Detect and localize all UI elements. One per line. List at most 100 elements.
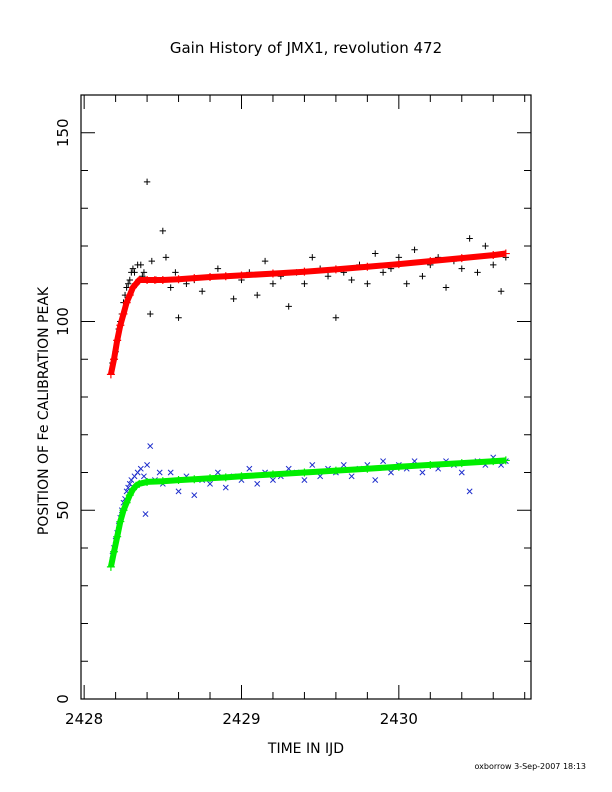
x-tick-label: 2429: [222, 710, 260, 728]
data-point: [191, 492, 198, 499]
data-point: [129, 265, 137, 272]
data-point: [309, 461, 316, 468]
fit-marker: [394, 462, 403, 471]
axis-tick-labels: 0 50 100 150 2428 2429 2430: [54, 118, 418, 728]
fit-marker: [135, 479, 144, 488]
data-point: [442, 284, 450, 291]
fit-marker: [331, 466, 340, 475]
data-point: [301, 477, 308, 484]
data-point: [270, 477, 276, 484]
data-point: [143, 178, 151, 186]
data-point: [254, 291, 261, 299]
data-point: [246, 465, 253, 472]
fit-marker: [143, 275, 152, 284]
data-point: [125, 280, 132, 287]
fit-marker: [125, 291, 134, 300]
data-point: [285, 303, 292, 310]
data-point: [458, 265, 465, 272]
data-point: [466, 235, 473, 242]
data-point: [159, 227, 167, 235]
plot-frame: [80, 94, 532, 700]
data-point: [175, 314, 182, 321]
data-point: [148, 257, 156, 265]
data-point: [198, 288, 206, 295]
data-point: [144, 461, 151, 468]
data-point: [372, 250, 379, 257]
chart-marks: [106, 178, 510, 571]
data-point: [126, 276, 133, 284]
series-1: [109, 443, 509, 559]
fit-marker: [221, 272, 230, 281]
fit-marker: [268, 269, 277, 278]
fit-marker: [268, 470, 277, 479]
data-point: [388, 469, 394, 476]
data-point: [261, 257, 269, 265]
fit-marker: [190, 475, 199, 484]
data-point: [364, 280, 371, 287]
data-point: [474, 269, 481, 276]
data-point: [131, 269, 138, 276]
fit-marker: [113, 336, 122, 345]
data-point: [497, 288, 505, 295]
y-tick-label: 150: [54, 118, 72, 147]
fit-marker: [501, 249, 510, 258]
fit-marker: [489, 251, 498, 260]
data-point: [324, 273, 332, 280]
x-tick-label: 2430: [380, 710, 418, 728]
y-tick-label: 0: [54, 694, 72, 704]
fit-marker: [122, 298, 131, 307]
data-point: [172, 269, 179, 276]
fit-marker: [457, 254, 466, 263]
fit-marker: [106, 562, 115, 571]
fit-marker: [190, 274, 199, 283]
chart-title: Gain History of JMX1, revolution 472: [170, 39, 442, 57]
data-point: [137, 261, 144, 269]
data-point: [156, 469, 163, 476]
fit-marker: [221, 473, 230, 482]
fit-marker: [135, 275, 144, 284]
fit-marker: [237, 271, 246, 280]
data-point: [147, 443, 154, 450]
data-point: [403, 280, 410, 287]
y-tick-label: 50: [54, 501, 72, 520]
fit-marker: [501, 456, 510, 465]
fit-marker: [150, 275, 159, 284]
fit-marker: [110, 355, 119, 364]
data-point: [395, 254, 403, 261]
data-point: [458, 469, 465, 476]
y-axis-label: POSITION OF Fe CALIBRATION PEAK: [36, 286, 52, 535]
data-point: [372, 477, 379, 484]
x-axis-label: TIME IN IJD: [267, 741, 344, 757]
data-point: [301, 280, 308, 287]
data-point: [167, 284, 174, 291]
fit-marker: [426, 257, 435, 266]
axis-ticks: [81, 94, 531, 700]
fit-marker: [119, 309, 128, 318]
fit-marker: [110, 547, 119, 556]
fit-marker: [143, 477, 152, 486]
data-point: [123, 284, 130, 291]
fit-marker: [106, 370, 115, 379]
fit-marker: [158, 275, 167, 284]
fit-marker: [457, 459, 466, 468]
data-point: [162, 254, 170, 261]
data-point: [348, 276, 355, 284]
fit-marker: [206, 272, 215, 281]
data-point: [207, 480, 213, 487]
fit-curve-3: [107, 457, 506, 568]
data-point: [140, 269, 148, 276]
series-3: [106, 456, 510, 571]
data-point: [167, 469, 174, 476]
data-point: [269, 280, 277, 287]
fit-marker: [174, 476, 183, 485]
fit-marker: [125, 491, 134, 500]
data-point: [137, 465, 144, 472]
data-point: [126, 480, 133, 487]
fit-marker: [394, 260, 403, 269]
data-point: [379, 269, 387, 276]
fit-marker: [158, 477, 167, 486]
x-tick-label: 2428: [65, 710, 103, 728]
fit-marker: [206, 474, 215, 483]
